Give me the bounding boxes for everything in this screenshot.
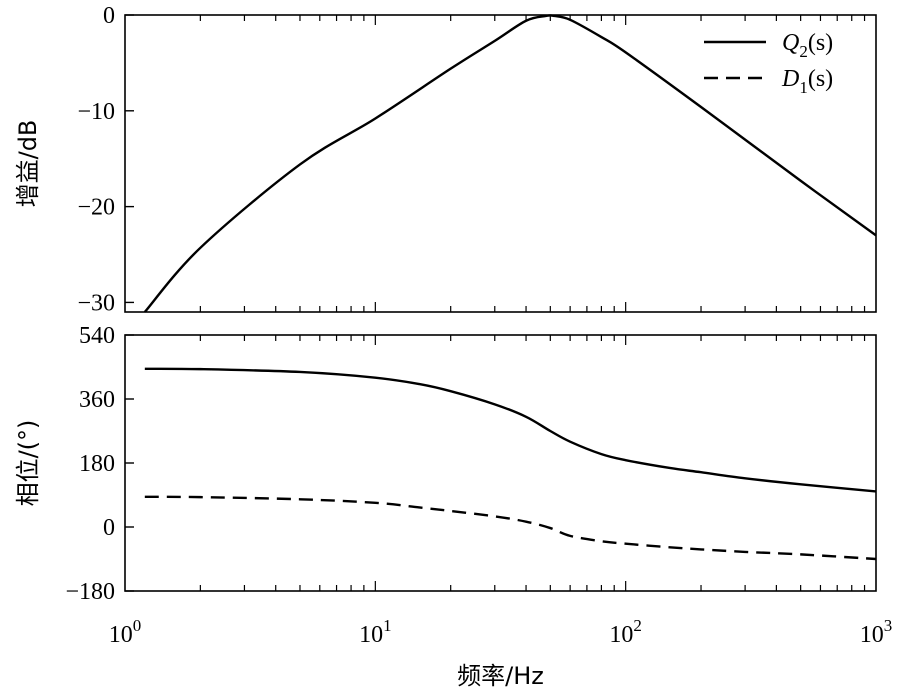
gain-series-q2s [143, 14, 877, 313]
phase-xtick-label: 101 [359, 616, 392, 648]
gain-subplot: 0 −10 −20 −30 增益/dB [14, 3, 877, 316]
gain-ytick-label: −20 [77, 195, 115, 221]
phase-ytick-label: 540 [79, 323, 115, 349]
gain-ytick-label: −10 [77, 99, 115, 125]
phase-series-d1s [144, 495, 877, 561]
legend-entry: D1(s) [781, 66, 833, 97]
phase-ylabel: 相位/(°) [14, 420, 42, 507]
phase-series-q2s [144, 367, 877, 493]
phase-xtick-label: 100 [109, 616, 142, 648]
phase-ytick-label: 0 [103, 515, 115, 541]
phase-xlabel: 频率/Hz [457, 662, 544, 690]
phase-xtick-label: 103 [860, 616, 893, 648]
gain-ytick-label: 0 [103, 3, 115, 29]
phase-ytick-label: 180 [79, 451, 115, 477]
phase-subplot: 540 360 180 0 −180 相位/(°) 100 101 102 103 频率/Hz [14, 323, 892, 690]
phase-ytick-label: −180 [65, 579, 115, 605]
legend: Q2(s) D1(s) [704, 30, 833, 97]
phase-ytick-label: 360 [79, 387, 115, 413]
gain-ytick-label: −30 [77, 290, 115, 316]
gain-axes-frame [124, 14, 877, 313]
legend-entry: Q2(s) [782, 30, 833, 61]
phase-xtick-label: 102 [609, 616, 642, 648]
gain-ylabel: 增益/dB [14, 120, 42, 208]
